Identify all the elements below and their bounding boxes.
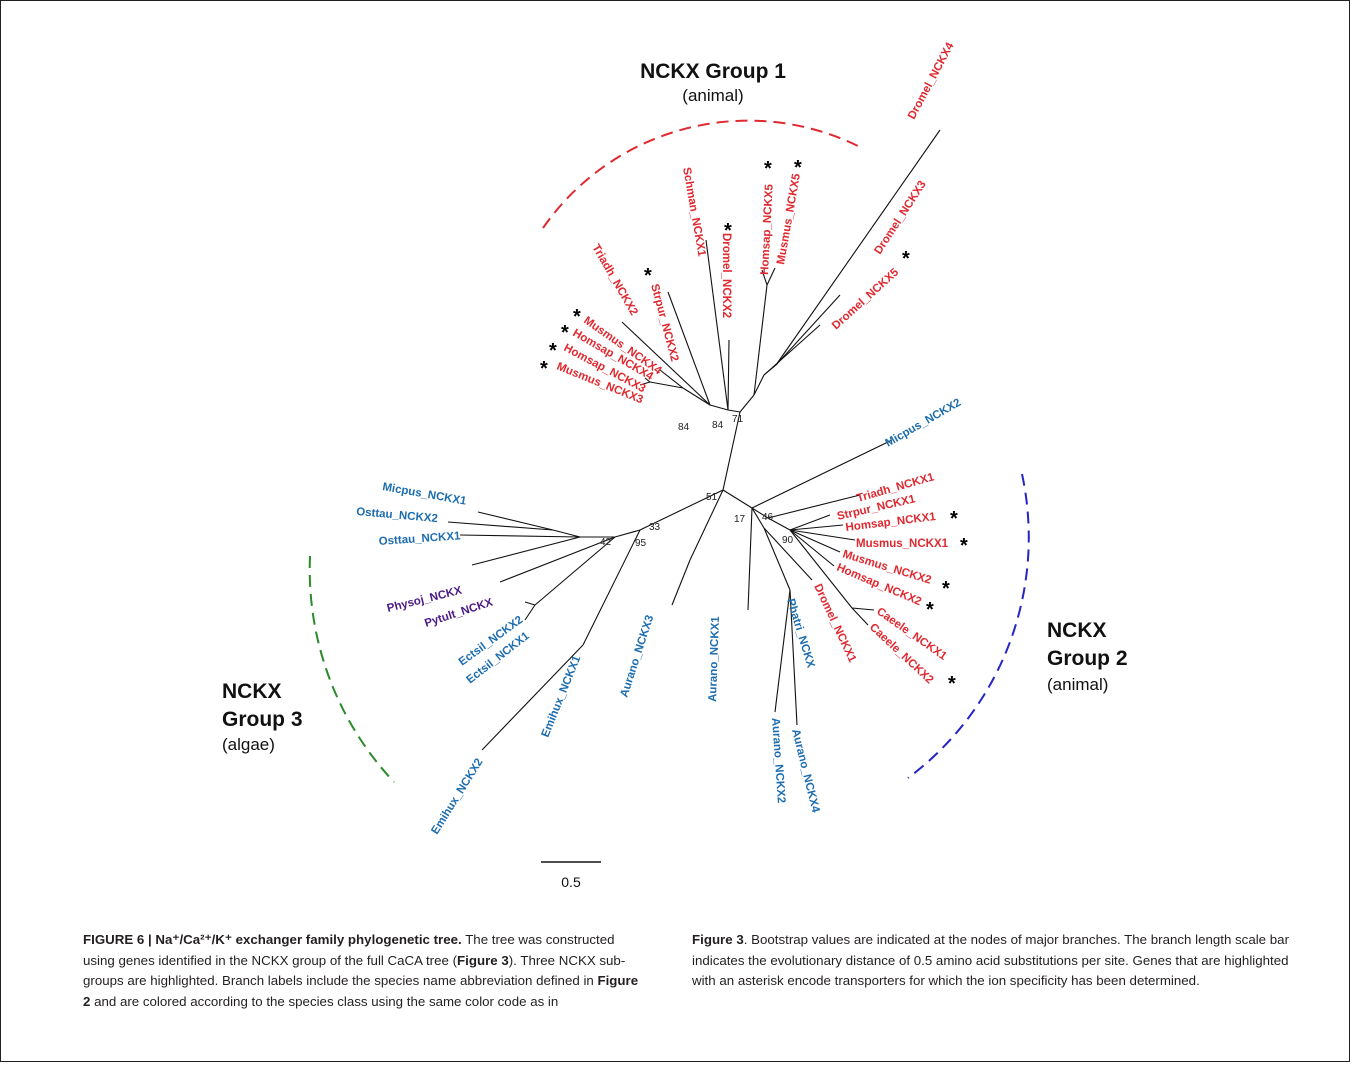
leaf-label: Musmus_NCKX5 — [775, 172, 803, 265]
caption-text: ). Three NCKX sub-groups are highlighted… — [83, 952, 626, 989]
group2-subtitle: (animal) — [1047, 675, 1108, 694]
leaf-label: Dromel_NCKX4 — [906, 40, 957, 121]
asterisk-markers: * * * * * * * * * * * * * * — [540, 157, 968, 695]
caption-text: and are colored according to the species… — [90, 993, 559, 1009]
asterisk-icon: * — [549, 340, 557, 362]
asterisk-icon: * — [644, 265, 652, 287]
bootstrap-value: 33 — [649, 522, 661, 533]
asterisk-icon: * — [926, 599, 934, 621]
leaf-label: Emihux_NCKX2 — [429, 757, 485, 837]
group3-subtitle: (algae) — [222, 735, 275, 754]
leaf-label: Osttau_NCKX1 — [378, 530, 461, 548]
group1-arc — [542, 119, 863, 229]
leaf-label: Homsap_NCKX5 — [759, 183, 776, 275]
leaf-label: Phatri_NCKX — [784, 597, 816, 669]
figure-ref: Figure 3 — [692, 932, 744, 947]
group2-title-line1: NCKX — [1047, 619, 1107, 642]
leaf-label: Musmus_NCKX1 — [856, 538, 949, 550]
asterisk-icon: * — [948, 673, 956, 695]
caption-text: . Bootstrap values are indicated at the … — [692, 932, 1289, 988]
leaf-label: Triadh_NCKX2 — [589, 243, 639, 318]
tree-branches — [447, 129, 941, 751]
bootstrap-value: 90 — [782, 535, 794, 546]
asterisk-icon: * — [960, 535, 968, 557]
asterisk-icon: * — [794, 157, 802, 179]
figure-caption-left: FIGURE 6 | Na⁺/Ca²⁺/K⁺ exchanger family … — [83, 930, 643, 1012]
leaf-label: Aurano_NCKX4 — [789, 728, 822, 815]
asterisk-icon: * — [573, 306, 581, 328]
group2-arc — [907, 473, 1030, 779]
group3-title-line1: NCKX — [222, 680, 282, 703]
caption-text: The tree was constructed using genes ide… — [83, 932, 615, 968]
bootstrap-value: 46 — [762, 512, 774, 523]
leaf-label: Aurano_NCKX2 — [769, 717, 787, 803]
asterisk-icon: * — [942, 578, 950, 600]
group2-title-line2: Group 2 — [1047, 647, 1128, 670]
bootstrap-value: 51 — [706, 492, 718, 503]
figure-label: FIGURE 6 | Na⁺/Ca²⁺/K⁺ exchanger family … — [83, 932, 462, 947]
leaf-label: Micpus_NCKX1 — [381, 481, 467, 508]
asterisk-icon: * — [540, 358, 548, 380]
bootstrap-value: 84 — [678, 422, 690, 433]
group1-title: NCKX Group 1 — [640, 60, 786, 83]
leaf-label: Dromel_NCKX3 — [872, 179, 928, 257]
scale-bar-label: 0.5 — [561, 874, 581, 890]
asterisk-icon: * — [561, 322, 569, 344]
figure-ref: Figure 3 — [457, 952, 509, 968]
figure-caption-right: Figure 3. Bootstrap values are indicated… — [692, 930, 1292, 992]
bootstrap-value: 17 — [734, 514, 746, 525]
asterisk-icon: * — [764, 158, 772, 180]
leaf-label: Schman_NCKX1 — [680, 166, 708, 257]
bootstrap-value: 71 — [732, 414, 744, 425]
bootstrap-value: 42 — [600, 537, 612, 548]
phylogenetic-tree: NCKX Group 1 (animal) NCKX Group 2 (anim… — [222, 40, 1128, 890]
asterisk-icon: * — [902, 248, 910, 270]
figure-ref: Figure 2 — [83, 973, 639, 1009]
leaf-label: Micpus_NCKX2 — [884, 397, 964, 450]
leaf-label: Dromel_NCKX5 — [830, 266, 902, 332]
asterisk-icon: * — [724, 220, 732, 242]
group3-arc — [308, 555, 395, 783]
group3-title-line2: Group 3 — [222, 708, 303, 731]
bootstrap-value: 95 — [635, 538, 647, 549]
group1-subtitle: (animal) — [682, 86, 743, 105]
leaf-label: Dromel_NCKX1 — [811, 582, 858, 665]
asterisk-icon: * — [950, 508, 958, 530]
leaf-label: Osttau_NCKX2 — [356, 506, 439, 525]
leaf-labels: Dromel_NCKX4 Dromel_NCKX3 Dromel_NCKX5 H… — [356, 40, 963, 836]
leaf-label: Aurano_NCKX1 — [707, 616, 722, 703]
leaf-label: Emihux_NCKX1 — [540, 653, 584, 739]
bootstrap-values: 84 84 71 51 46 90 17 33 95 42 — [600, 414, 794, 549]
leaf-label: Aurano_NCKX3 — [618, 614, 656, 699]
leaf-label: Dromel_NCKX2 — [720, 233, 732, 318]
bootstrap-value: 84 — [712, 420, 724, 431]
